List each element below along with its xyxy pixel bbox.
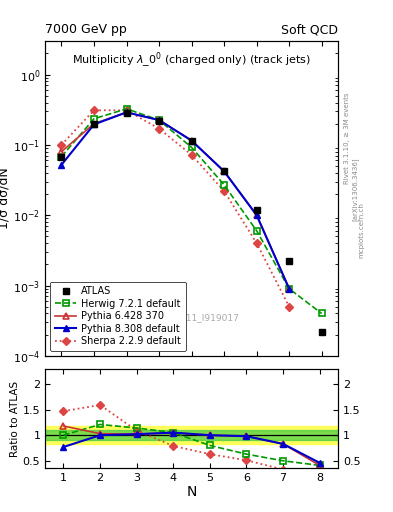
Text: Soft QCD: Soft QCD [281,23,338,36]
Y-axis label: 1/σ dσ/dN: 1/σ dσ/dN [0,167,10,229]
Bar [45,426,338,444]
Text: 7000 GeV pp: 7000 GeV pp [45,23,127,36]
Text: mcplots.cern.ch: mcplots.cern.ch [358,202,364,259]
X-axis label: N: N [186,485,197,499]
Legend: ATLAS, Herwig 7.2.1 default, Pythia 6.428 370, Pythia 8.308 default, Sherpa 2.2.: ATLAS, Herwig 7.2.1 default, Pythia 6.42… [50,282,186,351]
Text: [arXiv:1306.3436]: [arXiv:1306.3436] [352,158,358,221]
Text: ATLAS_2011_I919017: ATLAS_2011_I919017 [143,313,240,323]
Text: Rivet 3.1.10, ≥ 3M events: Rivet 3.1.10, ≥ 3M events [344,93,350,184]
Bar [45,430,338,440]
Y-axis label: Ratio to ATLAS: Ratio to ATLAS [10,380,20,457]
Text: Multiplicity $\lambda\_0^0$ (charged only) (track jets): Multiplicity $\lambda\_0^0$ (charged onl… [72,50,311,70]
